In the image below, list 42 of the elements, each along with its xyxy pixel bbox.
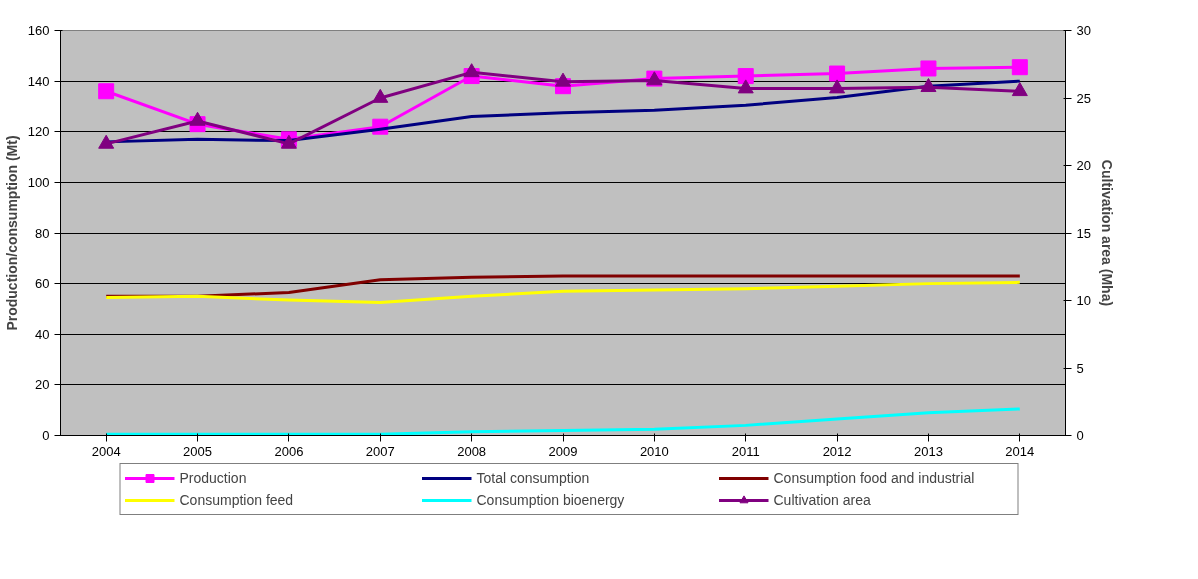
y2-tick-label: 5: [1076, 360, 1084, 376]
x-tick-label: 2014: [1005, 443, 1035, 459]
line-series: [104, 407, 1022, 436]
x-tick-label: 2005: [183, 443, 213, 459]
legend-label: Consumption food and industrial: [773, 470, 976, 486]
point: [829, 65, 846, 82]
y2-tick-label: 10: [1076, 293, 1091, 308]
point: [737, 68, 754, 85]
y-tick-label: 120: [27, 124, 50, 140]
y-tick-label: 80: [35, 225, 50, 241]
y-tick-label: 40: [35, 326, 50, 342]
y-tick-label: 60: [35, 276, 50, 292]
y-tick-label: 100: [27, 174, 50, 190]
x-tick-label: 2011: [731, 443, 760, 459]
x-tick-label: 2010: [639, 443, 669, 459]
legend-label: Total consumption: [476, 470, 591, 486]
legend-label: Production: [179, 470, 248, 486]
point: [920, 60, 937, 77]
point: [1011, 59, 1028, 76]
y2-axis-title: Cultivation area (Mha): [1098, 159, 1115, 307]
y2-tick-label: 15: [1076, 225, 1091, 241]
x-tick-label: 2013: [913, 443, 943, 459]
y2-tick-label: 25: [1076, 90, 1091, 106]
x-tick-label: 2012: [822, 443, 852, 459]
x-tick-label: 2004: [91, 443, 121, 459]
y-axis-title: Production/consumption (Mt): [3, 135, 20, 331]
y2-tick-label: 30: [1076, 23, 1091, 38]
legend-label: Consumption feed: [179, 492, 295, 508]
point: [98, 83, 115, 100]
y-tick-label: 20: [35, 377, 50, 393]
legend-label: Cultivation area: [773, 492, 872, 508]
x-tick-label: 2008: [457, 443, 487, 459]
x-tick-label: 2006: [274, 443, 304, 459]
y-tick-label: 160: [27, 23, 50, 38]
y-tick-label: 140: [27, 73, 50, 89]
y2-tick-label: 20: [1076, 158, 1091, 173]
x-tick-label: 2009: [548, 443, 578, 459]
legend-label: Consumption bioenergy: [476, 492, 626, 508]
line-series: [104, 280, 1022, 305]
x-tick-label: 2007: [365, 443, 395, 459]
y2-tick-label: 0: [1076, 428, 1084, 443]
y-tick-label: 0: [42, 428, 50, 443]
